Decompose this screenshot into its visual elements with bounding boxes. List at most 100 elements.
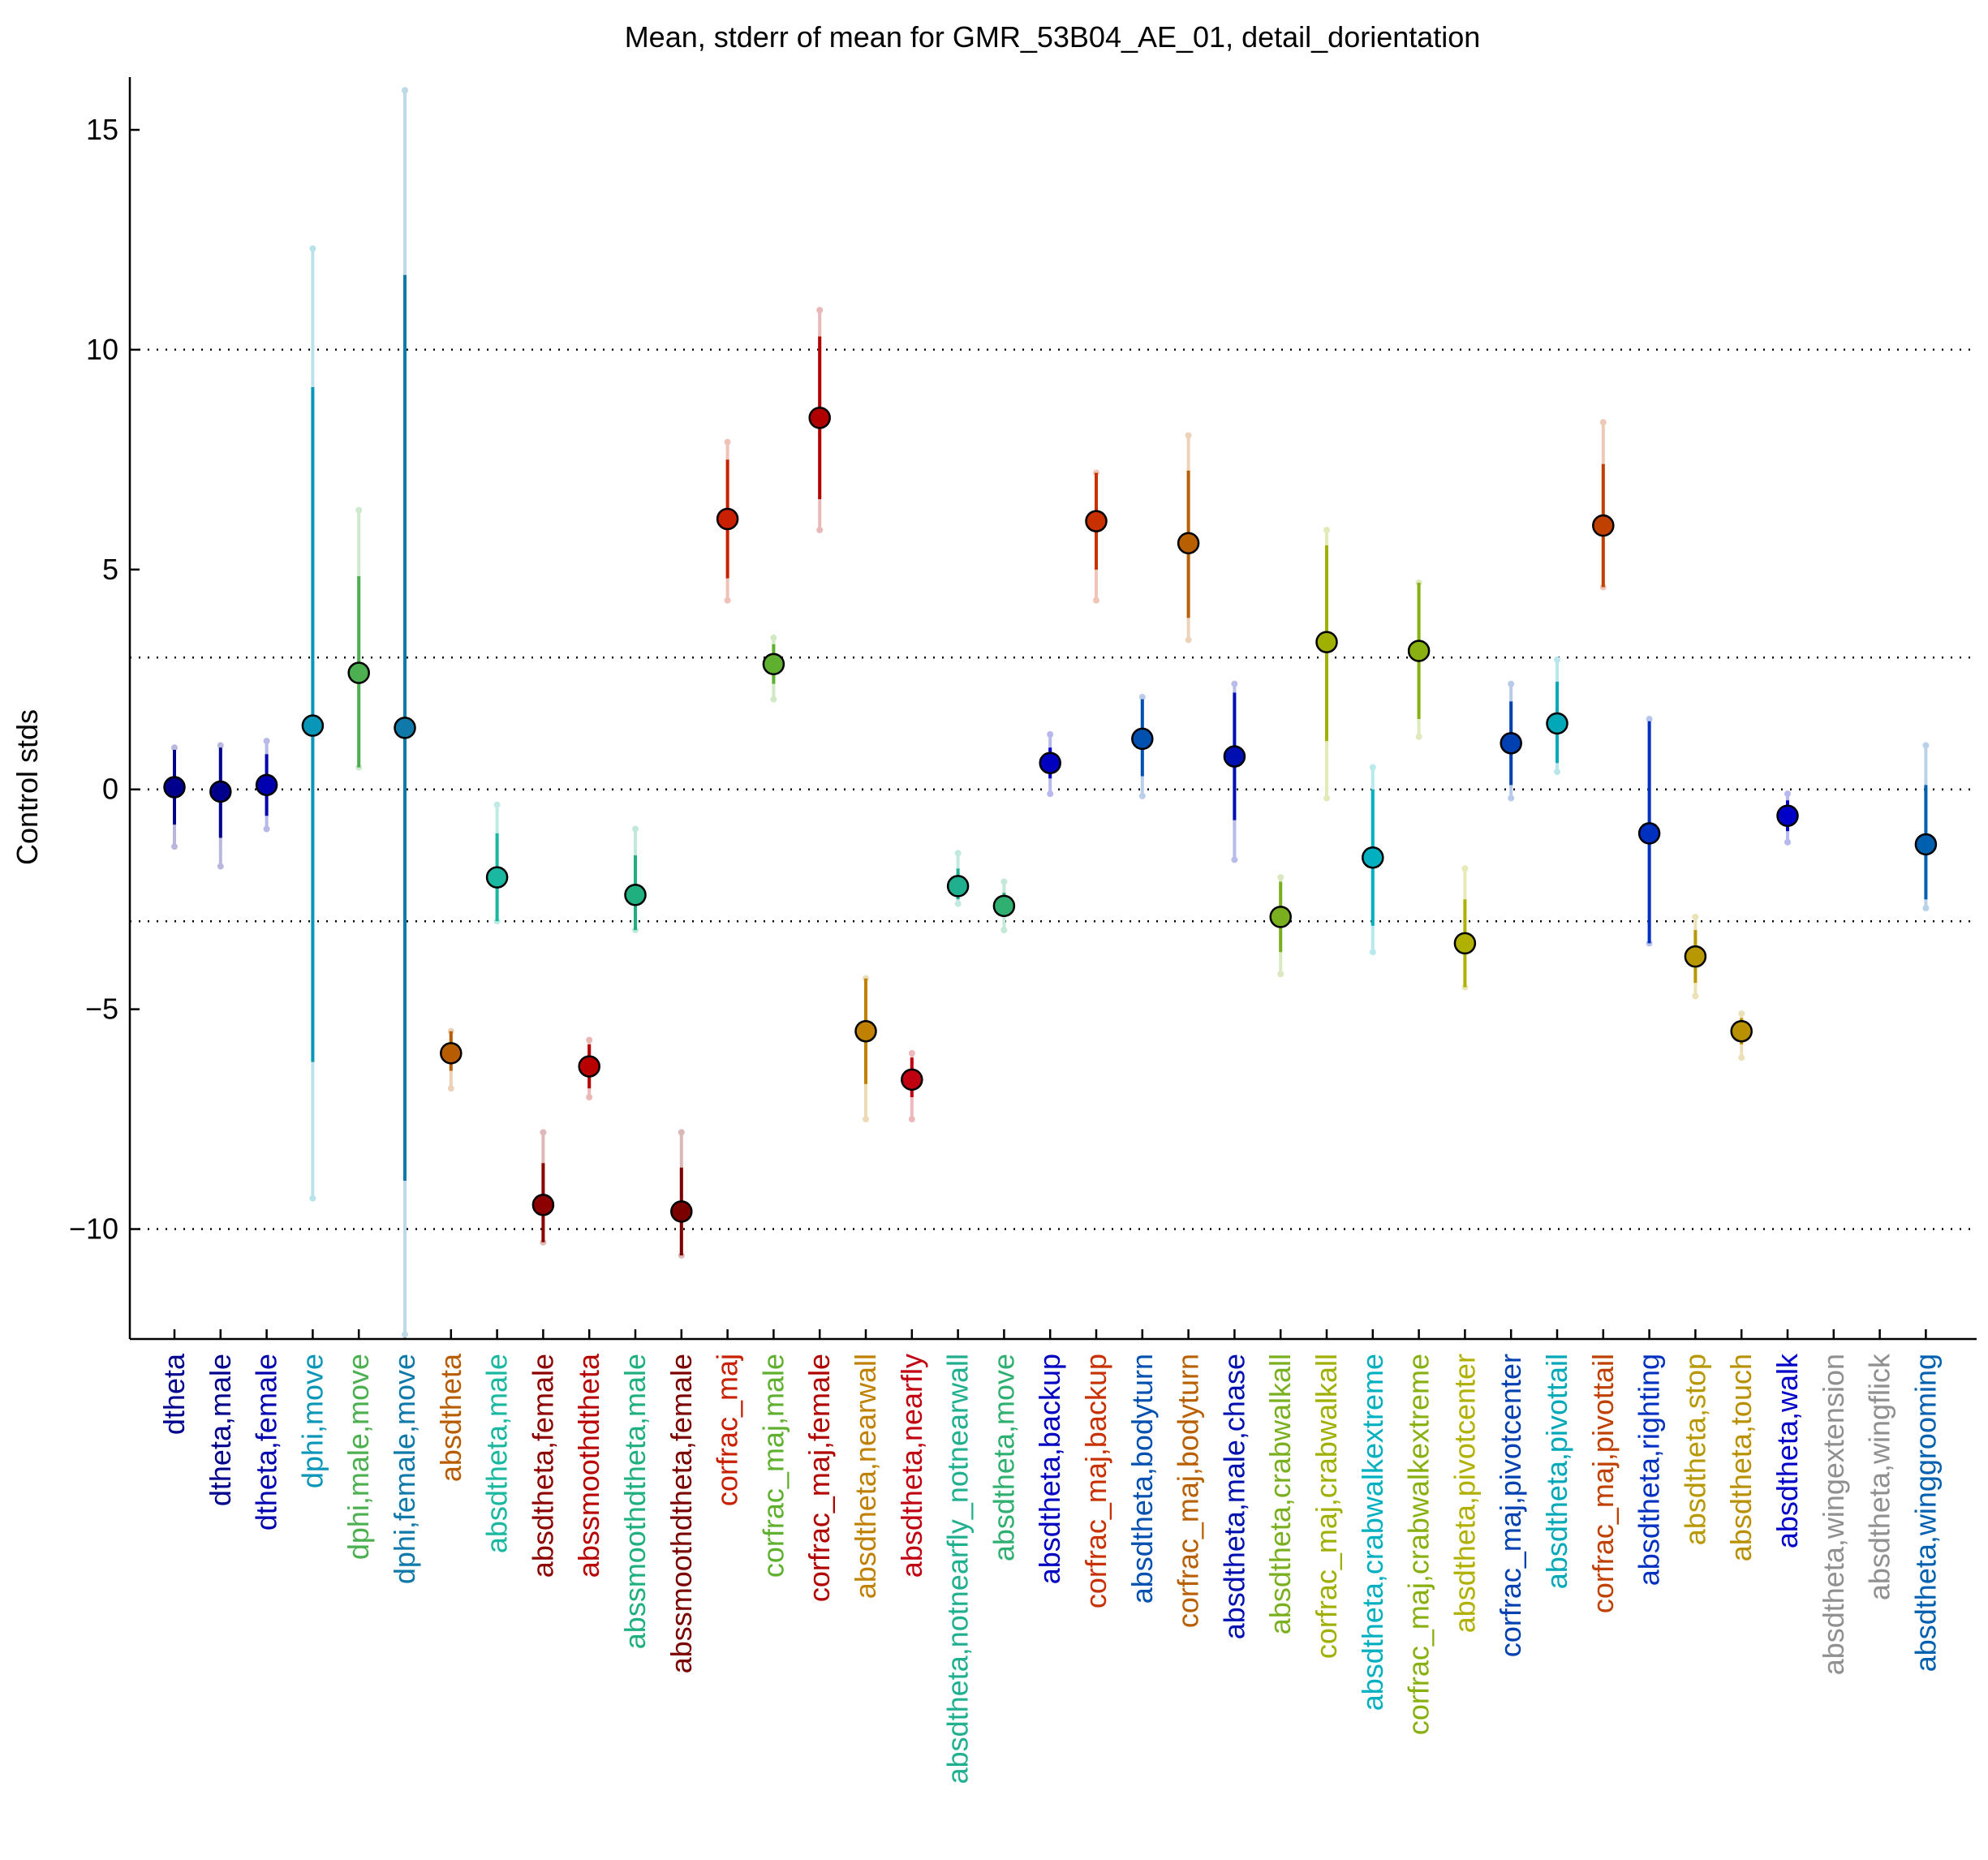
- x-tick-label: absdtheta,notnearfly_notnearwall: [941, 1354, 975, 1784]
- ci-cap: [816, 527, 824, 534]
- ci-cap: [586, 1036, 593, 1044]
- x-tick-label: absdtheta,backup: [1033, 1354, 1066, 1584]
- ci-cap: [770, 695, 777, 703]
- ci-cap: [540, 1129, 547, 1136]
- y-tick-label: −10: [69, 1212, 118, 1246]
- ci-cap: [447, 1085, 454, 1092]
- mean-point: [1500, 732, 1522, 755]
- x-tick-label: absdtheta,male,chase: [1217, 1354, 1250, 1639]
- ci-cap: [1738, 1010, 1745, 1018]
- x-tick-label: absdtheta,winggrooming: [1908, 1354, 1942, 1672]
- y-tick-label: −5: [85, 992, 118, 1026]
- x-tick-label: absdtheta,wingextension: [1817, 1354, 1850, 1675]
- y-tick-label: 10: [86, 333, 118, 366]
- mean-point: [1131, 727, 1154, 751]
- mean-point: [1637, 822, 1661, 845]
- x-tick-label: abssmoothdtheta,male: [618, 1354, 652, 1649]
- mean-point: [1269, 906, 1292, 928]
- ci-cap: [908, 1049, 915, 1057]
- ci-cap: [954, 900, 962, 907]
- x-tick-label: absdtheta,female: [526, 1354, 559, 1578]
- x-tick-label: corfrac_maj: [711, 1354, 744, 1506]
- x-tick-label: absdtheta,wingflick: [1863, 1353, 1896, 1600]
- x-tick-label: corfrac_maj,pivottail: [1586, 1354, 1620, 1613]
- ci-cap: [355, 506, 363, 514]
- x-tick-labels: dtheta dtheta,male dtheta,female dphi,move d…: [157, 1353, 1942, 1784]
- mean-point: [670, 1200, 693, 1223]
- mean-point: [854, 1019, 877, 1043]
- mean-point: [624, 884, 647, 906]
- x-tick-label: absdtheta,righting: [1633, 1354, 1666, 1586]
- x-tick-label: absdtheta,male: [480, 1354, 514, 1553]
- mean-point: [440, 1042, 463, 1065]
- ci-cap: [586, 1094, 593, 1101]
- ci-cap: [1000, 927, 1008, 934]
- mean-point: [1592, 514, 1615, 537]
- mean-point: [1039, 751, 1061, 774]
- mean-point: [301, 714, 325, 737]
- ci-cap: [1554, 656, 1560, 663]
- ci-cap: [1784, 790, 1791, 798]
- y-tick-label: 0: [102, 773, 118, 806]
- mean-point: [1684, 945, 1707, 968]
- ci-cap: [1000, 878, 1008, 885]
- y-axis-label: Control stds: [11, 709, 44, 865]
- x-tick-label: absdtheta: [434, 1353, 467, 1482]
- mean-point: [1362, 846, 1384, 869]
- mean-point: [1407, 639, 1431, 662]
- chart-title: Mean, stderr of mean for GMR_53B04_AE_01…: [625, 20, 1481, 54]
- ci-cap: [1047, 731, 1054, 738]
- mean-point: [1776, 804, 1799, 827]
- x-tick-label: corfrac_maj,bodyturn: [1172, 1354, 1205, 1628]
- ci-cap: [1922, 905, 1930, 912]
- ci-cap: [402, 87, 408, 94]
- x-tick-label: corfrac_maj,male: [756, 1354, 790, 1578]
- x-tick-label: absdtheta,pivottail: [1540, 1354, 1573, 1589]
- mean-point: [485, 866, 509, 889]
- ci-cap: [908, 1116, 915, 1123]
- ci-cap: [309, 1195, 316, 1202]
- axes: [128, 77, 1977, 1341]
- mean-point: [1730, 1019, 1753, 1043]
- ci-cap: [217, 863, 224, 870]
- ci-cap: [1508, 794, 1515, 802]
- ci-cap: [263, 738, 270, 745]
- x-tick-label: absdtheta,nearfly: [895, 1354, 928, 1578]
- x-tick-label: corfrac_maj,pivotcenter: [1494, 1354, 1527, 1657]
- ci-cap: [1277, 971, 1284, 978]
- x-tick-label: absdtheta,crabwalkextreme: [1356, 1354, 1389, 1711]
- ci-cap: [1047, 790, 1054, 798]
- ci-cap: [632, 825, 639, 833]
- x-tick-label: absdtheta,stop: [1678, 1354, 1711, 1545]
- ci-cap: [1231, 680, 1238, 687]
- ci-cap: [1369, 764, 1376, 771]
- y-ticks: −10 −5 0 5 10 15: [69, 113, 140, 1246]
- ci-cap: [1277, 874, 1284, 881]
- x-tick-label: corfrac_maj,backup: [1079, 1354, 1112, 1608]
- error-bars: [171, 87, 1930, 1339]
- mean-point: [1177, 532, 1200, 555]
- ci-cap: [770, 634, 777, 641]
- x-tick-label: absdtheta,pivotcenter: [1448, 1354, 1481, 1633]
- ci-cap: [1138, 792, 1146, 799]
- ci-cap: [1231, 856, 1238, 863]
- ci-cap: [1369, 949, 1376, 956]
- mean-point: [578, 1055, 600, 1078]
- mean-point: [394, 717, 416, 739]
- ci-cap: [1185, 636, 1192, 644]
- ci-cap: [1784, 838, 1791, 846]
- ci-cap: [493, 801, 501, 808]
- mean-points: [163, 407, 1938, 1223]
- mean-point: [946, 875, 970, 898]
- mean-point: [716, 507, 739, 531]
- mean-point: [762, 652, 785, 676]
- ci-cap: [1599, 419, 1607, 426]
- ci-cap: [1138, 693, 1146, 700]
- mean-point: [901, 1068, 923, 1091]
- x-tick-label: dphi,female,move: [388, 1354, 421, 1584]
- mean-point: [808, 407, 831, 429]
- reference-lines: [130, 348, 1977, 1230]
- mean-point: [1546, 712, 1568, 735]
- x-tick-label: absdtheta,bodyturn: [1125, 1354, 1159, 1604]
